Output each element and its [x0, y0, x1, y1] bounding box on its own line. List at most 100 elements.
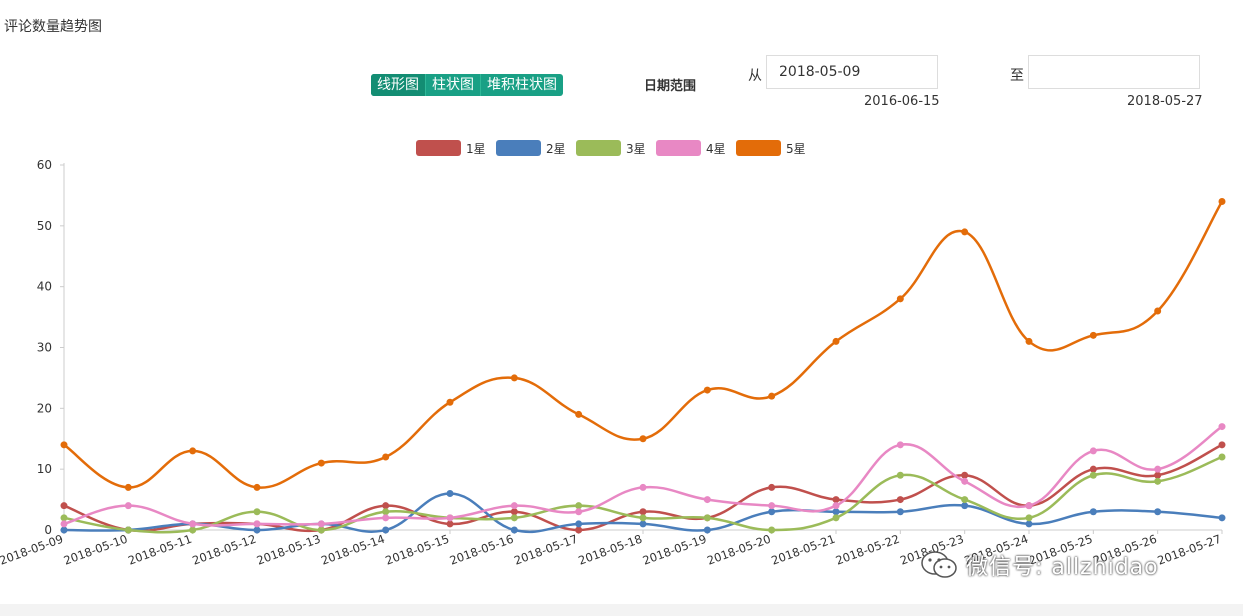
data-point[interactable]	[124, 526, 132, 534]
data-point[interactable]	[639, 435, 647, 443]
data-point[interactable]	[253, 508, 261, 516]
data-point[interactable]	[1154, 307, 1162, 315]
data-point[interactable]	[832, 496, 840, 504]
data-point[interactable]	[768, 392, 776, 400]
data-point[interactable]	[768, 483, 776, 491]
data-point[interactable]	[768, 502, 776, 510]
data-point[interactable]	[832, 514, 840, 522]
legend-item[interactable]: 5星	[736, 140, 806, 156]
bar-chart-button[interactable]: 柱状图	[426, 74, 481, 96]
data-point[interactable]	[1089, 447, 1097, 455]
data-point[interactable]	[1154, 471, 1162, 479]
data-point[interactable]	[124, 483, 132, 491]
data-point[interactable]	[60, 520, 68, 528]
data-point[interactable]	[189, 447, 197, 455]
data-point[interactable]	[510, 508, 518, 516]
stacked-bar-chart-button[interactable]: 堆积柱状图	[487, 77, 557, 93]
data-point[interactable]	[703, 526, 711, 534]
data-point[interactable]	[446, 490, 454, 497]
data-point[interactable]	[832, 502, 840, 510]
start-date-input[interactable]	[766, 55, 938, 89]
legend-item[interactable]: 2星	[496, 140, 566, 156]
data-point[interactable]	[961, 228, 969, 236]
data-point[interactable]	[896, 441, 904, 449]
data-point[interactable]	[768, 508, 776, 516]
legend-item[interactable]: 3星	[576, 140, 646, 156]
data-point[interactable]	[896, 508, 904, 516]
data-point[interactable]	[510, 502, 518, 510]
data-point[interactable]	[639, 520, 647, 528]
data-point[interactable]	[510, 514, 518, 522]
data-point[interactable]	[1025, 337, 1033, 345]
data-point[interactable]	[575, 520, 583, 528]
data-point[interactable]	[832, 337, 840, 345]
data-point[interactable]	[575, 502, 583, 510]
data-point[interactable]	[189, 526, 197, 534]
data-point[interactable]	[253, 520, 261, 528]
data-point[interactable]	[1154, 508, 1162, 516]
data-point[interactable]	[60, 441, 68, 449]
data-point[interactable]	[317, 459, 325, 467]
data-point[interactable]	[703, 386, 711, 394]
x-tick-label: 2018-05-19	[641, 532, 709, 568]
legend-item[interactable]: 1星	[416, 140, 486, 156]
data-point[interactable]	[1218, 441, 1226, 449]
data-point[interactable]	[1089, 465, 1097, 473]
to-label: 至	[1010, 68, 1024, 84]
data-point[interactable]	[575, 410, 583, 418]
data-point[interactable]	[382, 526, 390, 534]
data-point[interactable]	[1089, 471, 1097, 479]
data-point[interactable]	[961, 477, 969, 485]
data-point[interactable]	[317, 526, 325, 534]
data-point[interactable]	[510, 374, 518, 382]
data-point[interactable]	[446, 514, 454, 522]
data-point[interactable]	[253, 526, 261, 534]
data-point[interactable]	[896, 295, 904, 303]
data-point[interactable]	[510, 526, 518, 534]
data-point[interactable]	[961, 496, 969, 504]
data-point[interactable]	[703, 496, 711, 504]
data-point[interactable]	[382, 508, 390, 516]
legend-item[interactable]: 4星	[656, 140, 726, 156]
data-point[interactable]	[639, 514, 647, 522]
data-point[interactable]	[446, 398, 454, 406]
data-point[interactable]	[639, 508, 647, 516]
line-chart-button[interactable]: 线形图	[371, 74, 426, 96]
data-point[interactable]	[1218, 423, 1226, 431]
data-point[interactable]	[60, 514, 68, 522]
data-point[interactable]	[1089, 331, 1097, 339]
data-point[interactable]	[1025, 514, 1033, 522]
data-point[interactable]	[768, 526, 776, 534]
data-point[interactable]	[382, 514, 390, 522]
data-point[interactable]	[60, 502, 68, 510]
data-point[interactable]	[832, 508, 840, 516]
data-point[interactable]	[253, 483, 261, 491]
data-point[interactable]	[446, 520, 454, 528]
data-point[interactable]	[1218, 198, 1226, 205]
data-point[interactable]	[575, 508, 583, 516]
data-point[interactable]	[382, 502, 390, 510]
data-point[interactable]	[961, 471, 969, 479]
y-tick-label: 40	[37, 280, 52, 294]
data-point[interactable]	[639, 483, 647, 491]
data-point[interactable]	[1089, 508, 1097, 516]
y-tick-label: 10	[37, 462, 52, 476]
data-point[interactable]	[382, 453, 390, 461]
data-point[interactable]	[575, 526, 583, 534]
data-point[interactable]	[317, 520, 325, 528]
series-5-star	[60, 198, 1226, 491]
data-point[interactable]	[1218, 514, 1226, 522]
data-point[interactable]	[896, 471, 904, 479]
data-point[interactable]	[189, 520, 197, 528]
data-point[interactable]	[1025, 502, 1033, 510]
end-date-input[interactable]	[1028, 55, 1200, 89]
data-point[interactable]	[1154, 477, 1162, 485]
data-point[interactable]	[896, 496, 904, 504]
data-point[interactable]	[124, 502, 132, 510]
data-point[interactable]	[1154, 465, 1162, 473]
data-point[interactable]	[1025, 520, 1033, 528]
data-point[interactable]	[703, 514, 711, 522]
data-point[interactable]	[60, 526, 68, 534]
data-point[interactable]	[1218, 453, 1226, 461]
data-point[interactable]	[961, 502, 969, 510]
